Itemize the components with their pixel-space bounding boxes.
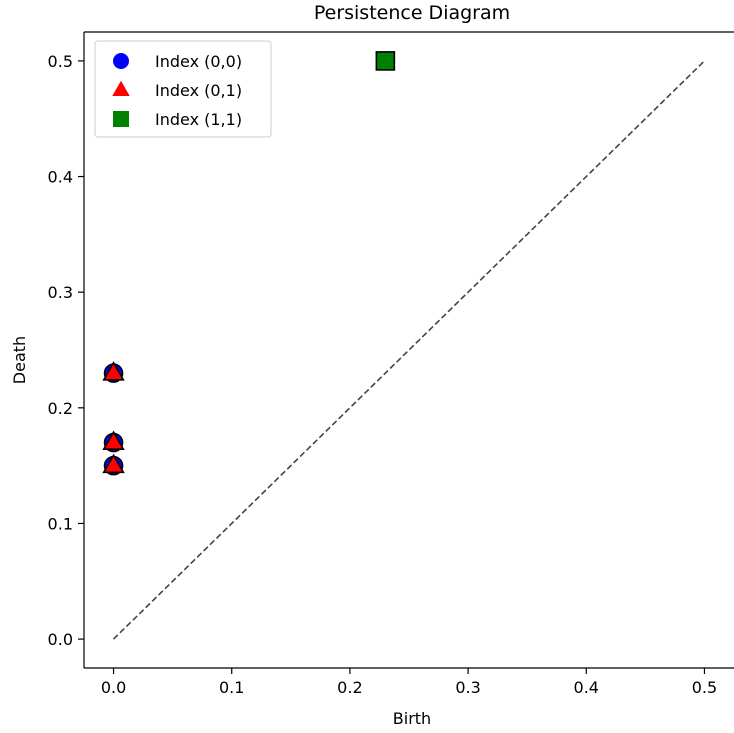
y-tick-label: 0.2 [48,399,73,418]
plot-area [102,51,706,640]
x-tick-label: 0.4 [574,678,599,697]
y-tick-label: 0.0 [48,630,73,649]
chart-title: Persistence Diagram [314,2,510,24]
legend: Index (0,0) Index (0,1) Index (1,1) [94,40,272,138]
legend-marker-triangle [112,80,130,96]
triangle-point-1-0 [102,453,125,474]
legend-box [94,40,272,138]
triangle-point-1-1 [102,430,125,451]
x-tick-label: 0.1 [219,678,244,697]
legend-label: Index (0,1) [155,81,242,100]
x-tick-label: 0.3 [455,678,480,697]
diagonal-reference-line [112,60,706,640]
y-tick-label: 0.1 [48,514,73,533]
legend-label: Index (1,1) [155,110,242,129]
x-tick-label: 0.5 [692,678,717,697]
y-tick-label: 0.5 [48,52,73,71]
y-axis-label: Death [10,336,29,384]
axis-ticks: 0.0 0.1 0.2 0.3 0.4 0.5 0.0 0.1 0.2 0.3 0.4 0.5 [48,52,718,697]
y-tick-label: 0.3 [48,283,73,302]
y-tick-label: 0.4 [48,168,73,187]
legend-label: Index (0,0) [155,52,242,71]
x-tick-label: 0.2 [337,678,362,697]
x-axis-label: Birth [393,709,431,728]
legend-marker-circle [113,53,129,69]
x-tick-label: 0.0 [101,678,126,697]
legend-marker-square [113,111,129,127]
plot-frame [83,31,734,669]
triangle-point-1-2 [102,361,125,381]
square-point-2-0 [375,51,396,71]
